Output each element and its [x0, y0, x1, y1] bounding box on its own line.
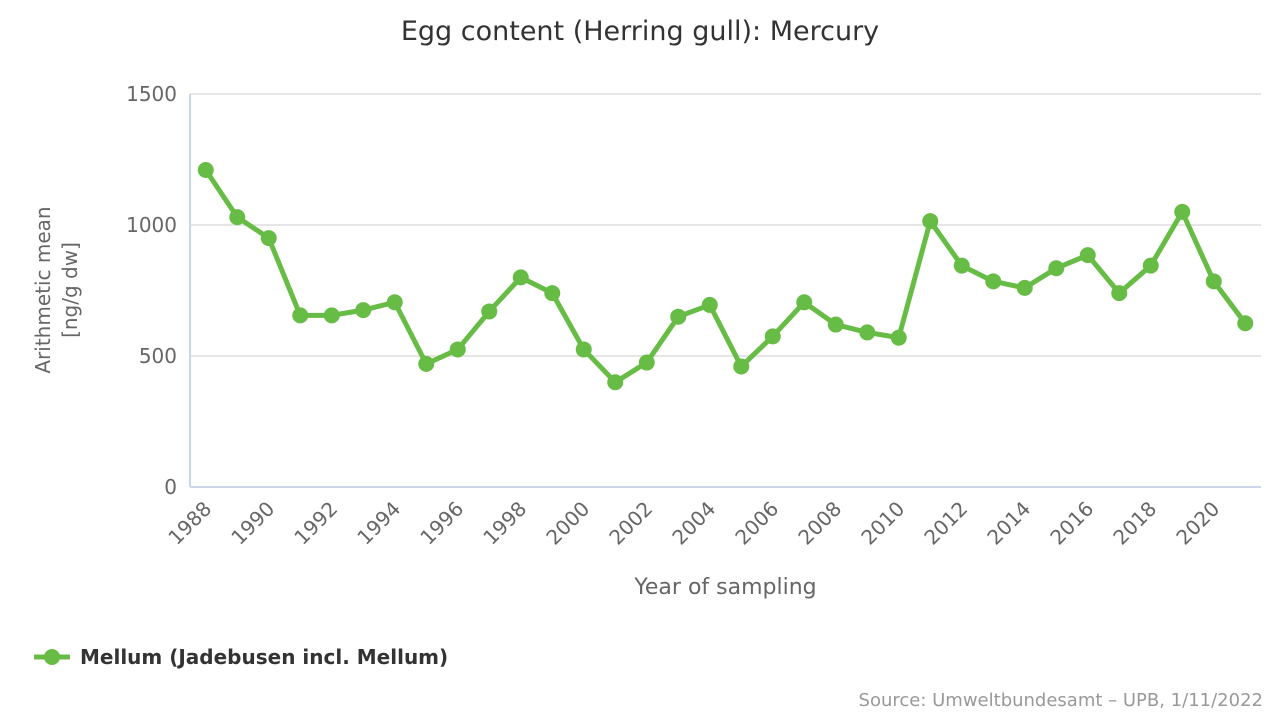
data-point-1991[interactable] — [292, 307, 309, 324]
data-point-2011[interactable] — [922, 213, 939, 230]
x-tick-label-2018: 2018 — [1108, 497, 1161, 550]
y-tick-label-0: 0 — [164, 475, 177, 499]
data-point-1999[interactable] — [544, 285, 561, 302]
data-point-1988[interactable] — [197, 161, 214, 178]
data-point-2012[interactable] — [953, 257, 970, 274]
data-point-1992[interactable] — [323, 307, 340, 324]
data-point-1990[interactable] — [260, 230, 277, 247]
x-tick-label-2016: 2016 — [1045, 497, 1098, 550]
data-point-2004[interactable] — [701, 296, 718, 313]
source-note: Source: Umweltbundesamt – UPB, 1/11/2022 — [858, 690, 1263, 711]
x-axis-title: Year of sampling — [634, 575, 817, 600]
chart-title: Egg content (Herring gull): Mercury — [400, 16, 880, 47]
x-tick-label-2014: 2014 — [982, 497, 1035, 550]
x-tick-label-1994: 1994 — [352, 497, 405, 550]
data-point-1998[interactable] — [512, 269, 529, 286]
data-point-2005[interactable] — [733, 358, 750, 375]
legend-label: Mellum (Jadebusen incl. Mellum) — [80, 645, 449, 669]
data-point-2020[interactable] — [1205, 273, 1222, 290]
data-point-2010[interactable] — [890, 329, 907, 346]
data-point-1996[interactable] — [449, 341, 466, 358]
data-point-2000[interactable] — [575, 341, 592, 358]
x-tick-label-1992: 1992 — [289, 497, 342, 550]
data-point-2015[interactable] — [1048, 260, 1065, 277]
x-tick-label-2002: 2002 — [604, 497, 657, 550]
data-point-1989[interactable] — [229, 209, 246, 226]
x-tick-label-2010: 2010 — [856, 497, 909, 550]
data-point-2003[interactable] — [670, 308, 687, 325]
data-point-2019[interactable] — [1174, 203, 1191, 220]
data-point-1997[interactable] — [481, 303, 498, 320]
data-point-1993[interactable] — [355, 302, 372, 319]
x-tick-label-1996: 1996 — [415, 497, 468, 550]
y-axis-title-line1: Arithmetic mean — [31, 206, 55, 374]
x-tick-label-2008: 2008 — [793, 497, 846, 550]
y-tick-label-1500: 1500 — [126, 82, 177, 106]
data-point-2017[interactable] — [1111, 285, 1128, 302]
legend-marker-icon — [34, 649, 70, 665]
legend-item-mellum[interactable]: Mellum (Jadebusen incl. Mellum) — [34, 645, 448, 669]
x-tick-label-2006: 2006 — [730, 497, 783, 550]
data-point-2006[interactable] — [764, 328, 781, 345]
x-tick-label-2004: 2004 — [667, 497, 720, 550]
y-axis-title-line2: [ng/g dw] — [58, 242, 82, 338]
x-tick-label-2012: 2012 — [919, 497, 972, 550]
data-point-2009[interactable] — [859, 324, 876, 341]
data-point-2008[interactable] — [827, 316, 844, 333]
data-point-1995[interactable] — [418, 355, 435, 372]
data-point-2002[interactable] — [638, 354, 655, 371]
data-point-2001[interactable] — [607, 374, 624, 391]
data-point-2018[interactable] — [1142, 257, 1159, 274]
data-point-1994[interactable] — [386, 294, 403, 311]
y-tick-label-500: 500 — [139, 344, 177, 368]
x-tick-label-1990: 1990 — [226, 497, 279, 550]
data-point-2016[interactable] — [1079, 247, 1096, 264]
y-axis-title: Arithmetic mean [ng/g dw] — [30, 206, 84, 373]
data-point-2007[interactable] — [796, 294, 813, 311]
x-tick-label-1998: 1998 — [478, 497, 531, 550]
x-tick-label-2020: 2020 — [1171, 497, 1224, 550]
x-tick-label-2000: 2000 — [541, 497, 594, 550]
data-point-2021[interactable] — [1237, 315, 1254, 332]
y-tick-label-1000: 1000 — [126, 213, 177, 237]
x-tick-label-1988: 1988 — [163, 497, 216, 550]
series-line — [203, 167, 1248, 385]
data-point-2013[interactable] — [985, 273, 1002, 290]
data-point-2014[interactable] — [1016, 279, 1033, 296]
